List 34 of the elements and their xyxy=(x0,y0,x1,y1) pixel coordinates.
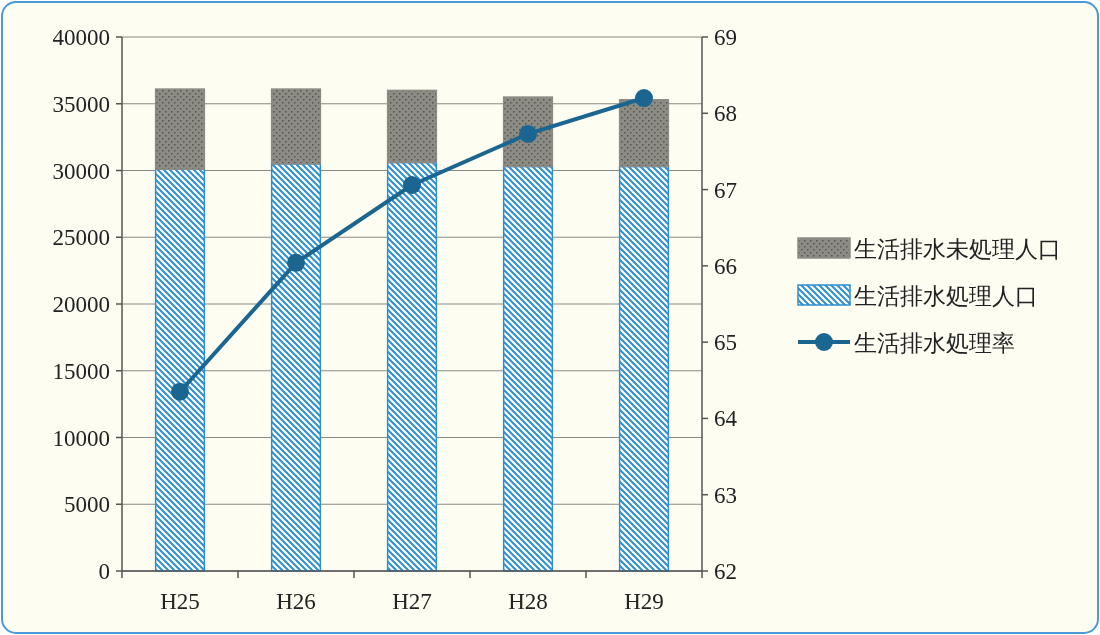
x-tick-label: H28 xyxy=(508,589,548,614)
x-tick-label: H29 xyxy=(624,589,664,614)
legend-label: 生活排水処理人口 xyxy=(854,283,1038,309)
y2-tick-label: 62 xyxy=(714,559,737,584)
y-tick-label: 10000 xyxy=(52,425,110,451)
y2-tick-label: 63 xyxy=(714,482,737,508)
y-tick-label: 0 xyxy=(98,559,110,584)
bar xyxy=(154,168,206,572)
y-tick-label: 15000 xyxy=(52,358,110,384)
y2-tick-label: 69 xyxy=(714,25,737,50)
point xyxy=(403,175,421,194)
bar xyxy=(270,163,322,572)
y-tick-label: 20000 xyxy=(52,292,110,317)
y-tick-label: 25000 xyxy=(52,225,110,251)
y-tick-label: 5000 xyxy=(64,492,110,518)
legend-label: 生活排水処理率 xyxy=(854,330,1015,356)
bar xyxy=(386,161,438,572)
bar xyxy=(618,165,670,572)
legend-label: 生活排水未処理人口 xyxy=(854,236,1061,262)
y2-tick-label: 64 xyxy=(714,406,738,432)
bar xyxy=(502,165,554,572)
y2-tick-label: 68 xyxy=(714,101,737,127)
y-tick-label: 35000 xyxy=(52,91,110,117)
point xyxy=(171,382,189,401)
x-tick-label: H26 xyxy=(276,589,316,614)
y2-tick-label: 65 xyxy=(714,330,737,356)
y-tick-label: 30000 xyxy=(52,158,110,184)
x-tick-label: H25 xyxy=(160,589,200,614)
point xyxy=(635,89,653,108)
y2-tick-label: 66 xyxy=(714,253,737,279)
point xyxy=(287,253,305,272)
x-tick-label: H27 xyxy=(392,589,432,614)
y2-tick-label: 67 xyxy=(714,177,737,203)
y-tick-label: 40000 xyxy=(52,25,110,50)
